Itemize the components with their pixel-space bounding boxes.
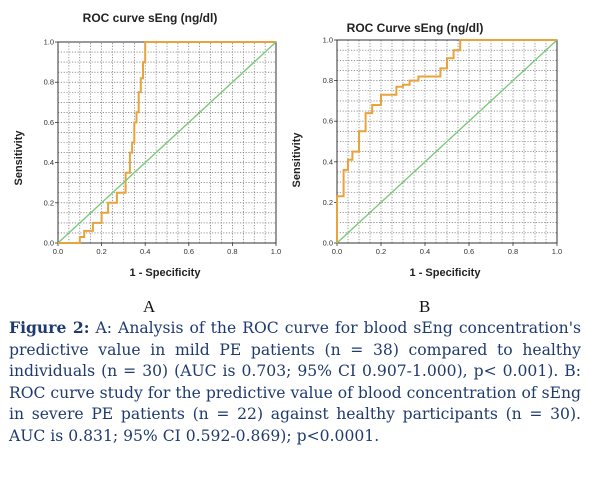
x-tick-label: 0.8 [227,247,237,256]
y-tick-label: 0.8 [44,78,54,87]
plot-frame [336,39,558,244]
y-tick-label: 0.4 [44,158,54,167]
roc-curve-line [336,39,557,243]
x-tick-label: 1.0 [552,247,562,256]
x-tick-label: 0.2 [376,247,386,256]
y-tick-label: 1.0 [323,36,333,45]
roc-chart-b: ROC Curve sEng (ng/dl) Sensitivity 1 - S… [291,21,563,279]
roc-curve-line [58,41,276,244]
y-axis-label: Sensitivity [291,132,303,188]
y-tick-label: 0.0 [44,239,54,248]
x-axis-label: 1 - Specificity [410,267,482,279]
y-tick-label: 0.6 [323,117,333,126]
x-tick-label: 0.0 [332,247,342,256]
figure-caption: Figure 2: A: Analysis of the ROC curve f… [9,317,581,447]
x-axis-label: 1 - Specificity [130,267,202,279]
plot-area: 0.00.0 0.2 0.2 0.4 0.4 0.6 0.6 0.8 0.8 1.0 1.0 [44,38,282,257]
caption-label: Figure 2: [9,318,90,337]
reference-diagonal-line [57,41,277,244]
y-tick-label: 0.4 [323,157,333,166]
x-tick-label: 0.0 [53,247,63,256]
x-tick-label: 0.6 [464,247,474,256]
x-tick-label: 0.6 [184,247,194,256]
y-tick-label: 0.6 [44,118,54,127]
chart-title: ROC curve sEng (ng/dl) [83,11,218,25]
x-tick-label: 0.4 [420,247,430,256]
x-tick-label: 0.4 [140,247,150,256]
y-tick-label: 0.2 [323,198,333,207]
y-tick-label: 0.0 [323,239,333,248]
y-tick-label: 1.0 [44,38,54,47]
x-tick-label: 1.0 [271,247,281,256]
y-tick-label: 0.8 [323,76,333,85]
plot-area: 0.00.0 0.2 0.2 0.4 0.4 0.6 0.6 0.8 0.8 1.0 1.0 [323,36,563,257]
panel-label-a: A [143,297,156,316]
reference-diagonal-line [336,39,558,244]
y-axis-label: Sensitivity [13,130,25,186]
roc-chart-a: ROC curve sEng (ng/dl) Sensitivity 1 - S… [13,11,282,279]
x-tick-label: 0.2 [96,247,106,256]
caption-text: A: Analysis of the ROC curve for blood s… [9,319,581,445]
y-tick-label: 0.2 [44,198,54,207]
x-tick-label: 0.8 [508,247,518,256]
panel-label-b: B [419,297,431,316]
chart-title: ROC Curve sEng (ng/dl) [347,21,484,35]
